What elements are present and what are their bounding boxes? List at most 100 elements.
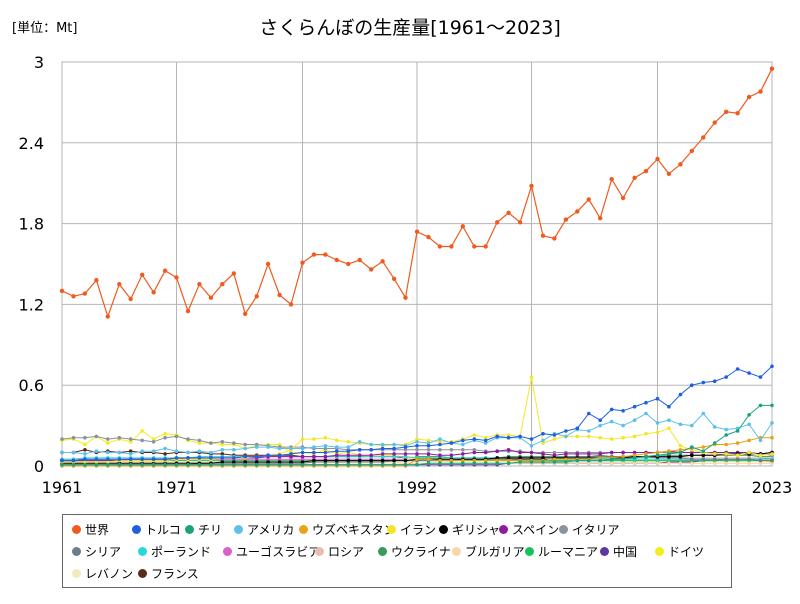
- data-point: [254, 460, 259, 464]
- data-point: [254, 445, 259, 449]
- data-point: [94, 278, 99, 283]
- data-point: [724, 442, 728, 447]
- data-point: [415, 448, 419, 452]
- data-point: [701, 449, 706, 454]
- data-point: [140, 457, 144, 462]
- data-point: [712, 441, 717, 445]
- data-point: [461, 442, 465, 447]
- data-point: [506, 458, 511, 463]
- data-point: [105, 314, 111, 319]
- data-point: [643, 168, 649, 174]
- legend-item: ウクライナ: [378, 541, 451, 561]
- y-tick-label: 0: [34, 457, 44, 476]
- data-point: [380, 454, 385, 459]
- data-point: [747, 413, 751, 417]
- data-point: [712, 379, 717, 384]
- data-point: [449, 448, 454, 452]
- data-point: [690, 423, 694, 428]
- data-point: [277, 442, 282, 447]
- data-point: [243, 311, 248, 316]
- data-point: [620, 195, 626, 201]
- data-point: [758, 403, 763, 408]
- data-point: [552, 450, 557, 455]
- data-point: [140, 462, 144, 467]
- data-point: [254, 294, 259, 299]
- data-point: [357, 440, 362, 444]
- data-point: [655, 450, 660, 455]
- data-point: [380, 452, 385, 456]
- legend-item: スペイン: [499, 519, 559, 539]
- data-point: [151, 449, 156, 454]
- data-point: [564, 429, 568, 433]
- data-point: [575, 461, 580, 466]
- data-point: [609, 407, 614, 412]
- legend-item: チリ: [185, 519, 222, 539]
- data-point: [369, 442, 374, 447]
- data-point: [265, 261, 271, 267]
- data-point: [106, 462, 110, 467]
- data-point: [598, 216, 603, 221]
- data-point: [621, 435, 625, 440]
- legend-marker: [559, 524, 568, 534]
- x-tick-label: 1992: [397, 478, 438, 497]
- data-point: [690, 461, 694, 466]
- data-point: [506, 461, 511, 466]
- data-point: [289, 446, 293, 451]
- legend-item: ポーランド: [138, 541, 211, 561]
- data-point: [106, 450, 110, 455]
- data-point: [483, 244, 488, 249]
- data-point: [678, 422, 683, 427]
- data-point: [369, 267, 374, 272]
- data-point: [678, 450, 683, 455]
- data-point: [346, 261, 351, 267]
- data-point: [117, 435, 122, 440]
- data-point: [277, 462, 282, 467]
- x-tick-label: 1982: [282, 478, 323, 497]
- data-point: [540, 233, 546, 238]
- data-point: [312, 454, 316, 459]
- legend-label: ドイツ: [668, 544, 705, 559]
- data-point: [94, 460, 99, 464]
- data-point: [426, 448, 431, 452]
- data-point: [632, 461, 637, 466]
- series-4: [60, 411, 774, 456]
- data-point: [495, 456, 500, 460]
- data-point: [690, 450, 694, 455]
- data-point: [323, 252, 328, 257]
- data-point: [449, 441, 454, 445]
- data-point: [369, 458, 374, 463]
- data-point: [174, 449, 179, 454]
- data-point: [541, 460, 545, 464]
- data-point: [335, 453, 339, 458]
- legend-marker: [72, 568, 81, 578]
- data-point: [60, 450, 64, 455]
- data-point: [232, 448, 236, 452]
- data-point: [209, 462, 213, 467]
- data-point: [403, 452, 408, 456]
- data-point: [60, 437, 64, 441]
- data-point: [735, 367, 740, 371]
- legend-label: レバノン: [85, 566, 134, 581]
- legend-item: レバノン: [72, 563, 133, 583]
- data-point: [83, 435, 87, 440]
- legend-item: フランス: [138, 563, 199, 583]
- legend-marker: [138, 568, 147, 578]
- data-point: [472, 461, 477, 466]
- data-point: [83, 462, 87, 467]
- data-point: [598, 461, 602, 466]
- data-point: [94, 457, 99, 462]
- data-point: [724, 433, 728, 437]
- data-point: [655, 156, 660, 162]
- data-point: [667, 404, 671, 409]
- data-point: [106, 460, 110, 464]
- legend-item: イタリア: [559, 519, 620, 539]
- data-point: [655, 453, 660, 458]
- data-point: [517, 220, 523, 225]
- data-point: [163, 462, 167, 467]
- data-point: [163, 431, 167, 436]
- series-group: [59, 66, 775, 468]
- data-point: [174, 456, 179, 460]
- data-point: [323, 458, 328, 463]
- data-point: [769, 66, 775, 71]
